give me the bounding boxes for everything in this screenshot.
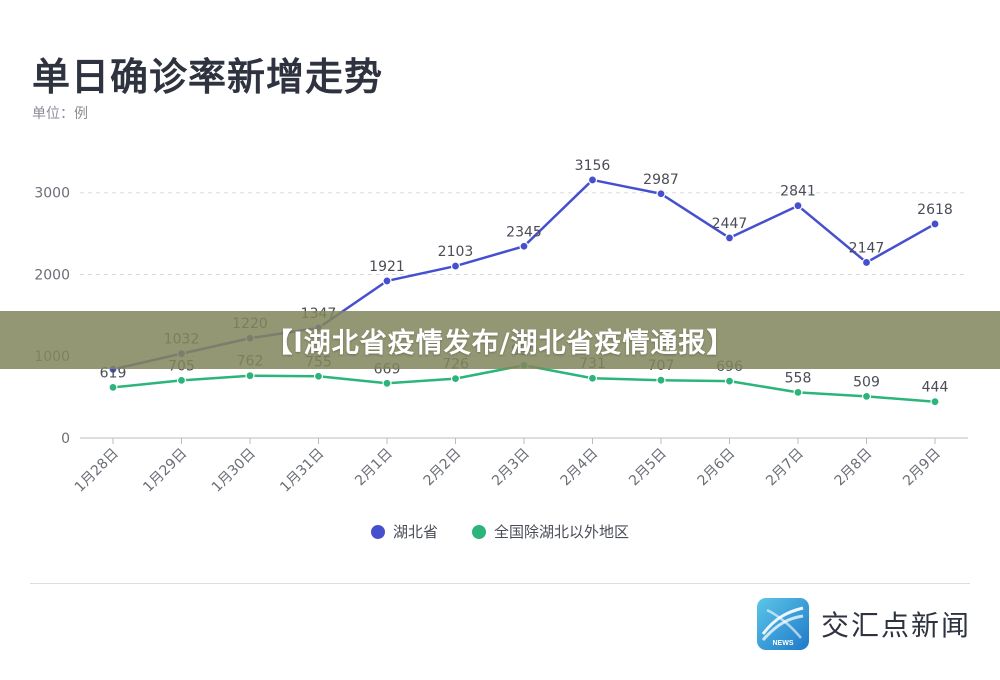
legend-dot-other-regions [472,524,486,539]
legend-item-other-regions[interactable]: 全国除湖北以外地区 [472,521,629,542]
legend-item-hubei[interactable]: 湖北省 [370,521,438,542]
legend-label-other-regions: 全国除湖北以外地区 [494,523,630,541]
data-point [176,375,187,385]
data-point [245,371,255,381]
x-tick-label: 2月3日 [489,446,533,490]
banner-text: 【l湖北省疫情发布/湖北省疫情通报】 [265,327,735,359]
y-tick-label: 3000 [34,186,70,202]
data-point [382,276,392,286]
brand-name: 交汇点新闻 [821,609,972,642]
footer-divider [30,583,970,584]
data-label: 509 [853,374,880,390]
data-point [724,376,735,386]
x-tick-label: 2月6日 [695,446,739,490]
data-label: 2618 [917,202,953,218]
series-line-1 [112,363,936,403]
newspaper-stripes-icon: NEWS [757,598,809,650]
x-tick-label: 1月29日 [140,446,190,496]
data-label: 2147 [849,240,885,256]
x-tick-label: 1月31日 [277,446,327,496]
chart-title: 单日确诊率新增走势 [32,55,384,99]
data-point [450,261,461,271]
data-point [793,387,803,397]
x-tick-label: 2月9日 [900,446,944,490]
data-point [587,175,598,185]
y-tick-label: 2000 [34,267,70,283]
x-tick-label: 2月1日 [352,446,396,490]
brand: NEWS 交汇点新闻 [757,598,971,650]
x-tick-label: 1月28日 [72,446,122,496]
data-label: 2841 [780,184,816,200]
data-point [108,382,118,392]
data-point [793,201,803,211]
overlay-banner: 【l湖北省疫情发布/湖北省疫情通报】 [0,311,1000,369]
x-tick-label: 2月8日 [832,446,876,490]
data-label: 558 [785,370,812,386]
data-label: 2447 [712,216,748,232]
data-label: 2345 [506,224,542,240]
data-point [930,397,940,407]
data-point [656,189,666,199]
chart-legend: 湖北省 全国除湖北以外地区 [0,521,1000,542]
data-point [587,373,598,383]
data-point [724,233,735,243]
legend-dot-hubei [370,524,385,539]
data-label: 2987 [643,172,679,188]
data-label: 2103 [438,244,474,260]
x-tick-label: 2月4日 [558,446,602,490]
data-point [861,257,872,268]
x-tick-label: 2月7日 [763,446,807,490]
y-tick-label: 0 [61,431,70,447]
data-point [519,241,529,251]
data-point [382,378,392,388]
data-point [861,391,872,401]
data-label: 1921 [369,259,405,275]
unit-label: 单位：例 [32,106,88,122]
line-chart: 01000200030001月28日1月29日1月30日1月31日2月1日2月2… [34,158,968,496]
data-point [313,371,324,381]
legend-label-hubei: 湖北省 [392,523,438,541]
data-point [450,374,461,384]
data-point [930,219,940,229]
data-label: 619 [100,365,127,381]
x-tick-label: 1月30日 [209,446,259,496]
x-tick-label: 2月5日 [626,446,670,490]
data-label: 3156 [575,158,611,174]
data-label: 444 [922,380,949,396]
data-point [656,375,666,385]
logo-text: NEWS [773,640,794,647]
x-tick-label: 2月2日 [421,446,465,490]
